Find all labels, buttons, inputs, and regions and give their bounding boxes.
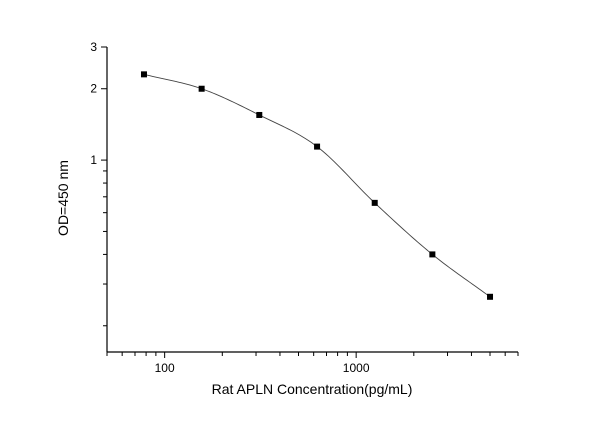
x-tick-label: 1000 bbox=[343, 361, 370, 375]
data-point bbox=[256, 111, 263, 118]
x-tick-label: 100 bbox=[155, 361, 175, 375]
data-point bbox=[140, 71, 147, 78]
plot-frame bbox=[106, 47, 518, 353]
y-tick-label: 2 bbox=[90, 82, 97, 96]
data-point bbox=[198, 85, 205, 92]
x-axis-label: Rat APLN Concentration(pg/mL) bbox=[212, 381, 413, 397]
y-axis-label: OD=450 nm bbox=[55, 160, 71, 236]
x-ticks: 100 1000 bbox=[106, 352, 519, 375]
y-tick-label: 1 bbox=[90, 153, 97, 167]
fit-curve bbox=[143, 73, 491, 298]
data-point bbox=[429, 251, 436, 258]
data-points bbox=[140, 71, 494, 300]
data-point bbox=[314, 143, 321, 150]
y-ticks: 1 2 3 bbox=[90, 40, 107, 327]
data-point bbox=[371, 199, 378, 206]
data-point bbox=[487, 293, 494, 300]
y-tick-label: 3 bbox=[90, 40, 97, 54]
